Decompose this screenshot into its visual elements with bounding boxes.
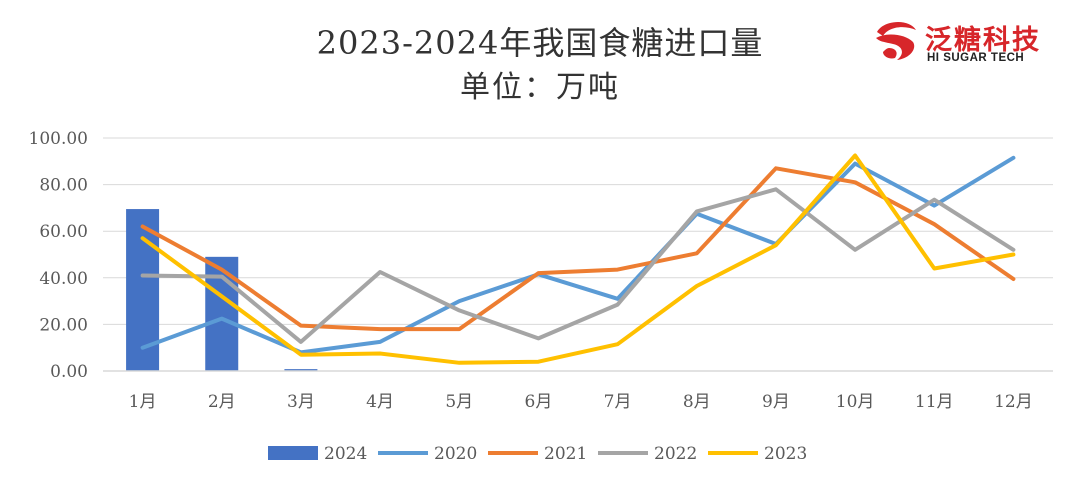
y-tick-label: 20.00 xyxy=(39,315,88,335)
legend-label-2022: 2022 xyxy=(654,444,697,464)
gridlines xyxy=(103,137,1053,325)
x-tick-label: 6月 xyxy=(525,392,553,412)
legend-label-2023: 2023 xyxy=(764,444,807,464)
chart-title: 2023-2024年我国食糖进口量 xyxy=(316,24,764,62)
sugar-logo-icon xyxy=(876,21,916,60)
legend-label-2021: 2021 xyxy=(544,444,587,464)
y-tick-label: 60.00 xyxy=(39,222,88,242)
x-axis-ticks: 1月 2月 3月 4月 5月 6月 7月 8月 9月 10月 11月 12月 xyxy=(129,392,1033,412)
y-tick-label: 80.00 xyxy=(39,176,88,196)
x-tick-label: 10月 xyxy=(836,392,875,412)
legend: 2024 2020 2021 2022 2023 xyxy=(268,444,807,464)
x-tick-label: 12月 xyxy=(994,392,1033,412)
brand-logo: 泛糖科技 HI SUGAR TECH xyxy=(873,18,1073,68)
x-tick-label: 9月 xyxy=(762,392,790,412)
x-tick-label: 2月 xyxy=(208,392,236,412)
x-tick-label: 1月 xyxy=(129,392,157,412)
bar-2024 xyxy=(205,256,239,371)
y-tick-label: 40.00 xyxy=(39,269,88,289)
x-tick-label: 11月 xyxy=(915,392,954,412)
x-tick-label: 4月 xyxy=(366,392,394,412)
line-series xyxy=(140,153,1016,365)
logo-text-en: HI SUGAR TECH xyxy=(927,52,1025,64)
y-tick-label: 100.00 xyxy=(29,129,88,149)
x-tick-label: 7月 xyxy=(604,392,632,412)
chart-subtitle: 单位：万吨 xyxy=(460,70,620,105)
x-tick-label: 3月 xyxy=(287,392,315,412)
line-series-2021 xyxy=(140,166,1016,332)
x-tick-label: 5月 xyxy=(445,392,473,412)
legend-swatch-2024 xyxy=(268,446,318,460)
y-tick-label: 0.00 xyxy=(50,362,88,382)
line-series-2022 xyxy=(140,187,1016,344)
legend-label-2020: 2020 xyxy=(434,444,477,464)
x-tick-label: 8月 xyxy=(683,392,711,412)
y-axis-ticks: 0.00 20.00 40.00 60.00 80.00 100.00 xyxy=(29,129,88,382)
logo-text-cn: 泛糖科技 xyxy=(925,25,1041,56)
line-series-2023 xyxy=(140,153,1016,365)
legend-label-2024: 2024 xyxy=(324,444,367,464)
bar-2024 xyxy=(284,369,318,371)
